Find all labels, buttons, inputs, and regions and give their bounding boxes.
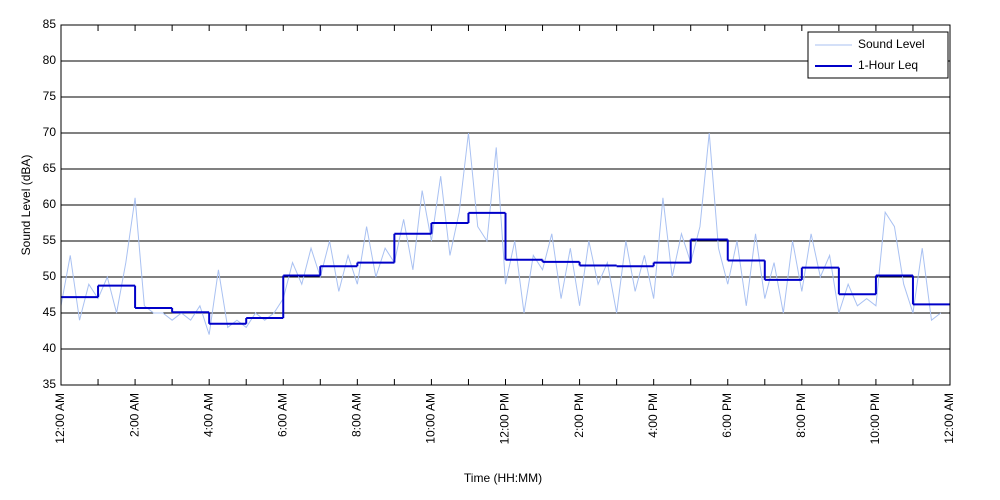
legend-label: 1-Hour Leq [858,58,918,72]
x-tick-label: 8:00 AM [350,393,364,437]
x-tick-label: 4:00 PM [646,393,660,438]
x-tick-label: 10:00 AM [424,393,438,444]
plot-frame [60,24,951,386]
x-tick-label: 2:00 AM [127,393,141,437]
series-line [60,132,942,335]
y-tick-label: 85 [43,17,57,31]
y-tick-label: 65 [43,161,57,175]
legend-label: Sound Level [858,37,925,51]
x-tick-label: 4:00 AM [201,393,215,437]
x-axis-label: Time (HH:MM) [464,471,542,485]
y-tick-label: 45 [43,305,57,319]
y-tick-label: 40 [43,341,57,355]
y-tick-label: 70 [43,125,57,139]
x-tick-label: 10:00 PM [868,393,882,444]
x-tick-label: 12:00 AM [53,393,67,444]
x-tick-label: 8:00 PM [794,393,808,438]
legend-box [807,31,949,79]
y-tick-label: 60 [43,197,57,211]
y-tick-label: 35 [43,377,57,391]
y-tick-label: 80 [43,53,57,67]
x-tick-label: 2:00 PM [572,393,586,438]
y-tick-label: 75 [43,89,57,103]
x-tick-label: 6:00 PM [720,393,734,438]
x-tick-label: 6:00 AM [275,393,289,437]
x-tick-label: 12:00 AM [942,393,956,444]
y-tick-label: 50 [43,269,57,283]
x-tick-label: 12:00 PM [498,393,512,444]
y-tick-label: 55 [43,233,57,247]
y-axis-label: Sound Level (dBA) [19,155,33,256]
